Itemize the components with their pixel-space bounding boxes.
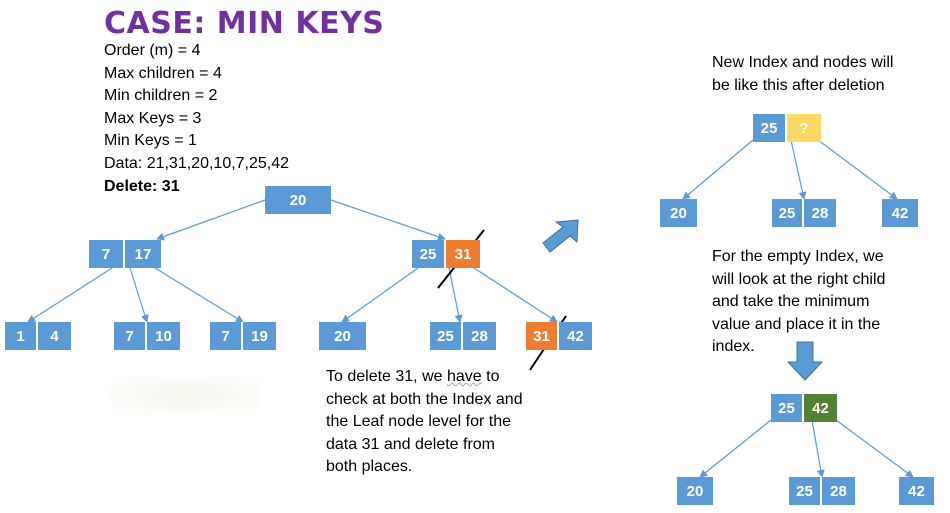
index-key-filled: 42 xyxy=(804,394,837,422)
index-key: 25 xyxy=(753,114,787,142)
top-index-node: 25 ? xyxy=(753,114,821,142)
leaf-node-6: 31 42 xyxy=(526,322,592,350)
leaf-key: 20 xyxy=(660,199,697,227)
leaf-node-4: 20 xyxy=(319,322,366,350)
delete-caption-start: To delete 31, we xyxy=(326,368,447,385)
leaf-key: 25 xyxy=(430,322,463,350)
bottom-index-node: 25 42 xyxy=(771,394,837,422)
edge-index-left-to-leaf-1 xyxy=(27,267,113,323)
index-key: 25 xyxy=(412,240,446,268)
index-key: 25 xyxy=(771,394,804,422)
leaf-key: 28 xyxy=(463,322,496,350)
min-children-text: Min children = 2 xyxy=(104,87,218,105)
index-key: 17 xyxy=(125,240,161,268)
leaf-key-deleted: 31 xyxy=(526,322,559,350)
leaf-node-5: 25 28 xyxy=(430,322,496,350)
leaf-key: 42 xyxy=(899,477,934,505)
leaf-key: 28 xyxy=(822,477,855,505)
index-node-right: 25 31 xyxy=(412,240,480,268)
bottom-leaf-node-1: 20 xyxy=(677,477,713,505)
leaf-key: 7 xyxy=(210,322,243,350)
delete-caption-end: to check at both the Index and the Leaf … xyxy=(326,368,523,476)
leaf-key: 25 xyxy=(772,199,804,227)
delete-caption: To delete 31, we have to check at both t… xyxy=(326,366,526,479)
new-index-caption-line-2: be like this after deletion xyxy=(712,76,885,94)
faint-smudge xyxy=(110,375,260,415)
leaf-key: 19 xyxy=(243,322,276,350)
tree-properties: Order (m) = 4 Max children = 4 Min child… xyxy=(104,40,289,198)
edge-top-index-to-leaf-3 xyxy=(817,139,898,200)
max-children-text: Max children = 4 xyxy=(104,64,222,82)
top-leaf-node-2: 25 28 xyxy=(772,199,836,227)
edge-top-index-to-leaf-1 xyxy=(682,139,754,200)
empty-index-caption: For the empty Index, we will look at the… xyxy=(712,248,886,356)
index-key-empty: ? xyxy=(787,114,821,142)
leaf-key: 20 xyxy=(319,322,366,350)
edge-bottom-index-to-leaf-1 xyxy=(699,419,772,478)
order-text: Order (m) = 4 xyxy=(104,42,201,59)
edge-index-right-to-leaf-5 xyxy=(448,267,463,323)
root-node: 20 xyxy=(265,186,331,214)
leaf-node-3: 7 19 xyxy=(210,322,276,350)
leaf-key: 42 xyxy=(882,199,918,227)
leaf-key: 1 xyxy=(5,322,38,350)
leaf-key: 7 xyxy=(114,322,147,350)
top-leaf-node-1: 20 xyxy=(660,199,697,227)
edge-root-to-index-left xyxy=(156,199,266,241)
root-key: 20 xyxy=(265,186,331,214)
index-key: 7 xyxy=(89,240,125,268)
edge-index-right-to-leaf-4 xyxy=(341,267,419,323)
new-index-caption: New Index and nodes will be like this af… xyxy=(712,52,942,97)
edge-index-left-to-leaf-2 xyxy=(129,267,149,323)
edge-bottom-index-to-leaf-3 xyxy=(835,419,914,478)
leaf-key: 25 xyxy=(789,477,822,505)
edge-index-left-to-leaf-3 xyxy=(154,267,244,323)
leaf-key: 42 xyxy=(559,322,592,350)
max-keys-text: Max Keys = 3 xyxy=(104,109,202,127)
leaf-key: 20 xyxy=(677,477,713,505)
edge-root-to-index-right xyxy=(330,199,446,241)
edge-bottom-index-to-leaf-2 xyxy=(811,419,825,478)
bottom-leaf-node-2: 25 28 xyxy=(789,477,855,505)
data-text: Data: 21,31,20,10,7,25,42 xyxy=(104,154,290,172)
bottom-leaf-node-3: 42 xyxy=(899,477,934,505)
top-leaf-node-3: 42 xyxy=(882,199,918,227)
index-key-deleted: 31 xyxy=(446,240,480,268)
delete-text: Delete: 31 xyxy=(104,177,180,195)
edge-top-index-to-leaf-2 xyxy=(790,139,807,200)
edge-index-right-to-leaf-6 xyxy=(473,267,558,323)
page-title: CASE: MIN KEYS xyxy=(104,6,385,41)
new-index-caption-line-1: New Index and nodes will xyxy=(712,54,894,71)
leaf-key: 4 xyxy=(38,322,71,350)
leaf-node-1: 1 4 xyxy=(5,322,71,350)
down-arrow-icon xyxy=(786,341,824,381)
leaf-key: 28 xyxy=(804,199,836,227)
transition-arrow-icon xyxy=(542,219,579,253)
min-keys-text: Min Keys = 1 xyxy=(104,132,197,150)
delete-caption-squiggle: have xyxy=(446,368,482,385)
leaf-key: 10 xyxy=(147,322,180,350)
leaf-node-2: 7 10 xyxy=(114,322,180,350)
index-node-left: 7 17 xyxy=(89,240,161,268)
